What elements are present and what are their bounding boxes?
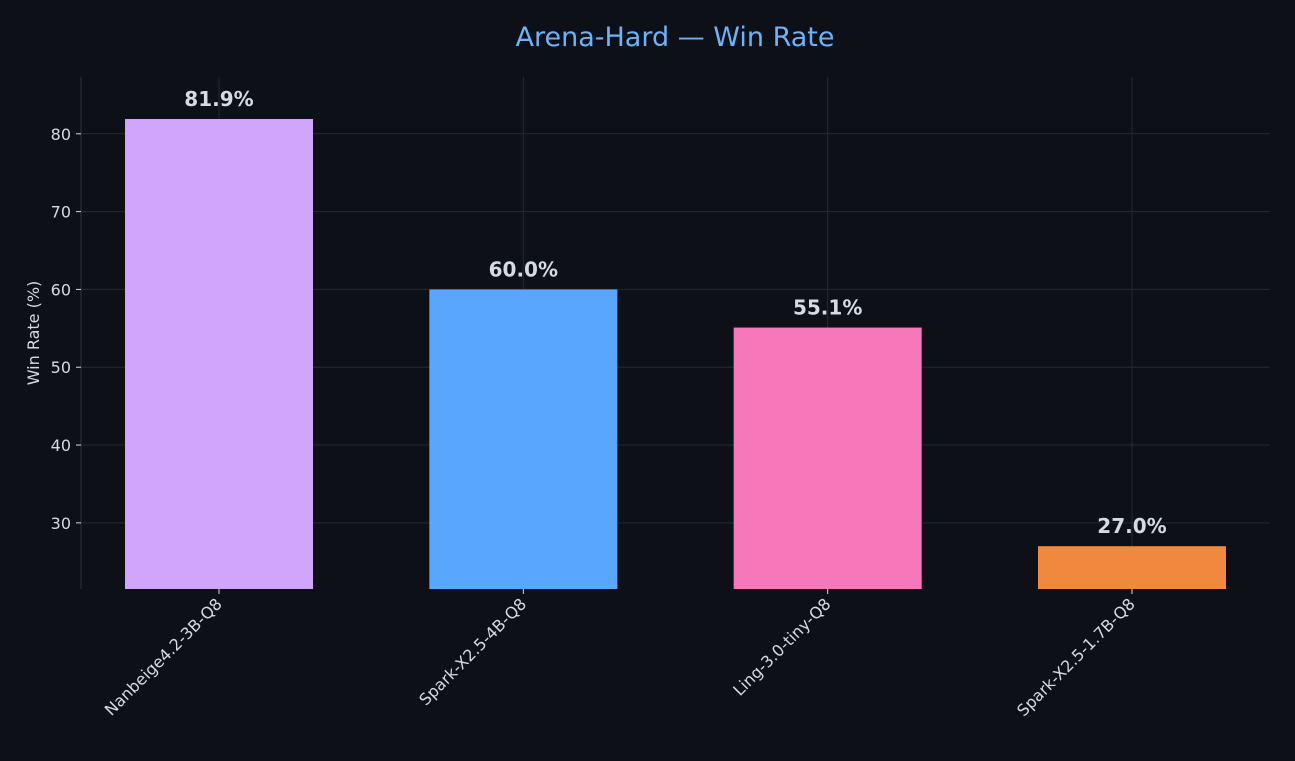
y-tick-label: 60	[51, 280, 71, 299]
y-tick-label: 30	[51, 514, 71, 533]
y-tick-label: 70	[51, 203, 71, 222]
y-axis-ticks: 30 40 50 60 70 80	[51, 125, 81, 533]
x-tick-label: Spark-X2.5-4B-Q8	[415, 594, 530, 709]
bar-value-label: 81.9%	[184, 87, 253, 111]
bar-value-label: 60.0%	[489, 257, 558, 281]
x-tick-label: Nanbeige4.2-3B-Q8	[101, 594, 226, 719]
bar-value-label: 27.0%	[1097, 514, 1166, 538]
x-tick-label: Spark-X2.5-1.7B-Q8	[1013, 594, 1139, 720]
x-tick-label: Ling-3.0-tiny-Q8	[729, 594, 834, 699]
bars	[125, 119, 1226, 589]
value-labels: 81.9% 60.0% 55.1% 27.0%	[184, 87, 1166, 538]
y-tick-label: 80	[51, 125, 71, 144]
y-axis-label: Win Rate (%)	[24, 281, 43, 386]
bar-1	[125, 119, 313, 589]
bar-value-label: 55.1%	[793, 296, 862, 320]
chart-title: Arena-Hard — Win Rate	[516, 22, 835, 53]
x-axis-ticks: Nanbeige4.2-3B-Q8 Spark-X2.5-4B-Q8 Ling-3.…	[101, 589, 1139, 720]
bar-3	[733, 327, 922, 589]
y-tick-label: 40	[51, 436, 71, 455]
y-tick-label: 50	[51, 358, 71, 377]
bar-2	[429, 289, 618, 589]
bar-4	[1038, 546, 1226, 589]
